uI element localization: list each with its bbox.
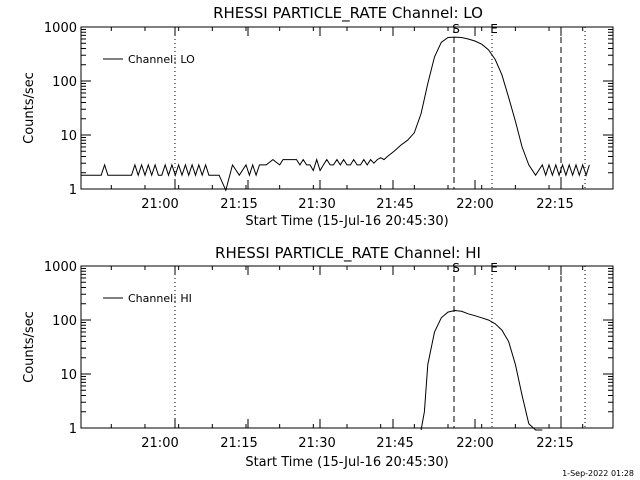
legend: Channel: LO (103, 53, 195, 66)
chart-title: RHESSI PARTICLE_RATE Channel: LO (213, 4, 483, 23)
y-tick-label: 10 (60, 129, 77, 144)
y-tick-label: 1000 (44, 260, 77, 275)
y-axis-ticks: 1 10 100 1000 (44, 260, 613, 437)
marker-label: E (490, 261, 498, 275)
x-tick-label: 21:30 (298, 436, 335, 451)
chart-panel-hi: RHESSI PARTICLE_RATE Channel: HI Counts/… (22, 244, 614, 470)
legend-label: Channel: LO (128, 53, 195, 66)
x-axis-ticks: 21:00 21:15 21:30 21:45 22:00 22:15 (110, 27, 584, 212)
marker-label: S (452, 261, 460, 275)
x-tick-label: 21:45 (376, 197, 413, 212)
legend: Channel: HI (103, 292, 192, 305)
marker-label: E (490, 22, 498, 36)
y-tick-label: 1000 (44, 21, 77, 36)
x-tick-label: 21:45 (376, 436, 413, 451)
legend-label: Channel: HI (128, 292, 192, 305)
x-tick-label: 21:00 (141, 436, 178, 451)
y-tick-label: 100 (52, 75, 77, 90)
marker-label: S (452, 22, 460, 36)
plot-frame (80, 265, 614, 429)
y-tick-label: 1 (69, 183, 77, 198)
x-tick-label: 21:00 (141, 197, 178, 212)
x-tick-label: 21:30 (298, 197, 335, 212)
y-axis-label: Counts/sec (22, 72, 37, 144)
x-tick-label: 22:15 (536, 436, 573, 451)
chart-panel-lo: RHESSI PARTICLE_RATE Channel: LO Counts/… (22, 4, 614, 229)
timestamp-footer: 1-Sep-2022 01:28 (562, 469, 634, 478)
y-axis-ticks: 1 10 100 1000 (44, 21, 613, 198)
x-tick-label: 21:15 (220, 436, 257, 451)
y-axis-label: Counts/sec (22, 311, 37, 383)
y-tick-label: 100 (52, 314, 77, 329)
x-axis-ticks: 21:00 21:15 21:30 21:45 22:00 22:15 (110, 266, 584, 451)
x-tick-label: 22:00 (456, 436, 493, 451)
x-axis-label: Start Time (15-Jul-16 20:45:30) (245, 455, 448, 470)
x-tick-label: 21:15 (220, 197, 257, 212)
x-axis-label: Start Time (15-Jul-16 20:45:30) (245, 214, 448, 229)
series-line-hi (420, 309, 543, 431)
x-tick-label: 22:00 (456, 197, 493, 212)
x-tick-label: 22:15 (536, 197, 573, 212)
y-tick-label: 1 (69, 422, 77, 437)
series-line-lo (81, 36, 590, 192)
chart-title: RHESSI PARTICLE_RATE Channel: HI (215, 244, 481, 263)
y-tick-label: 10 (60, 368, 77, 383)
